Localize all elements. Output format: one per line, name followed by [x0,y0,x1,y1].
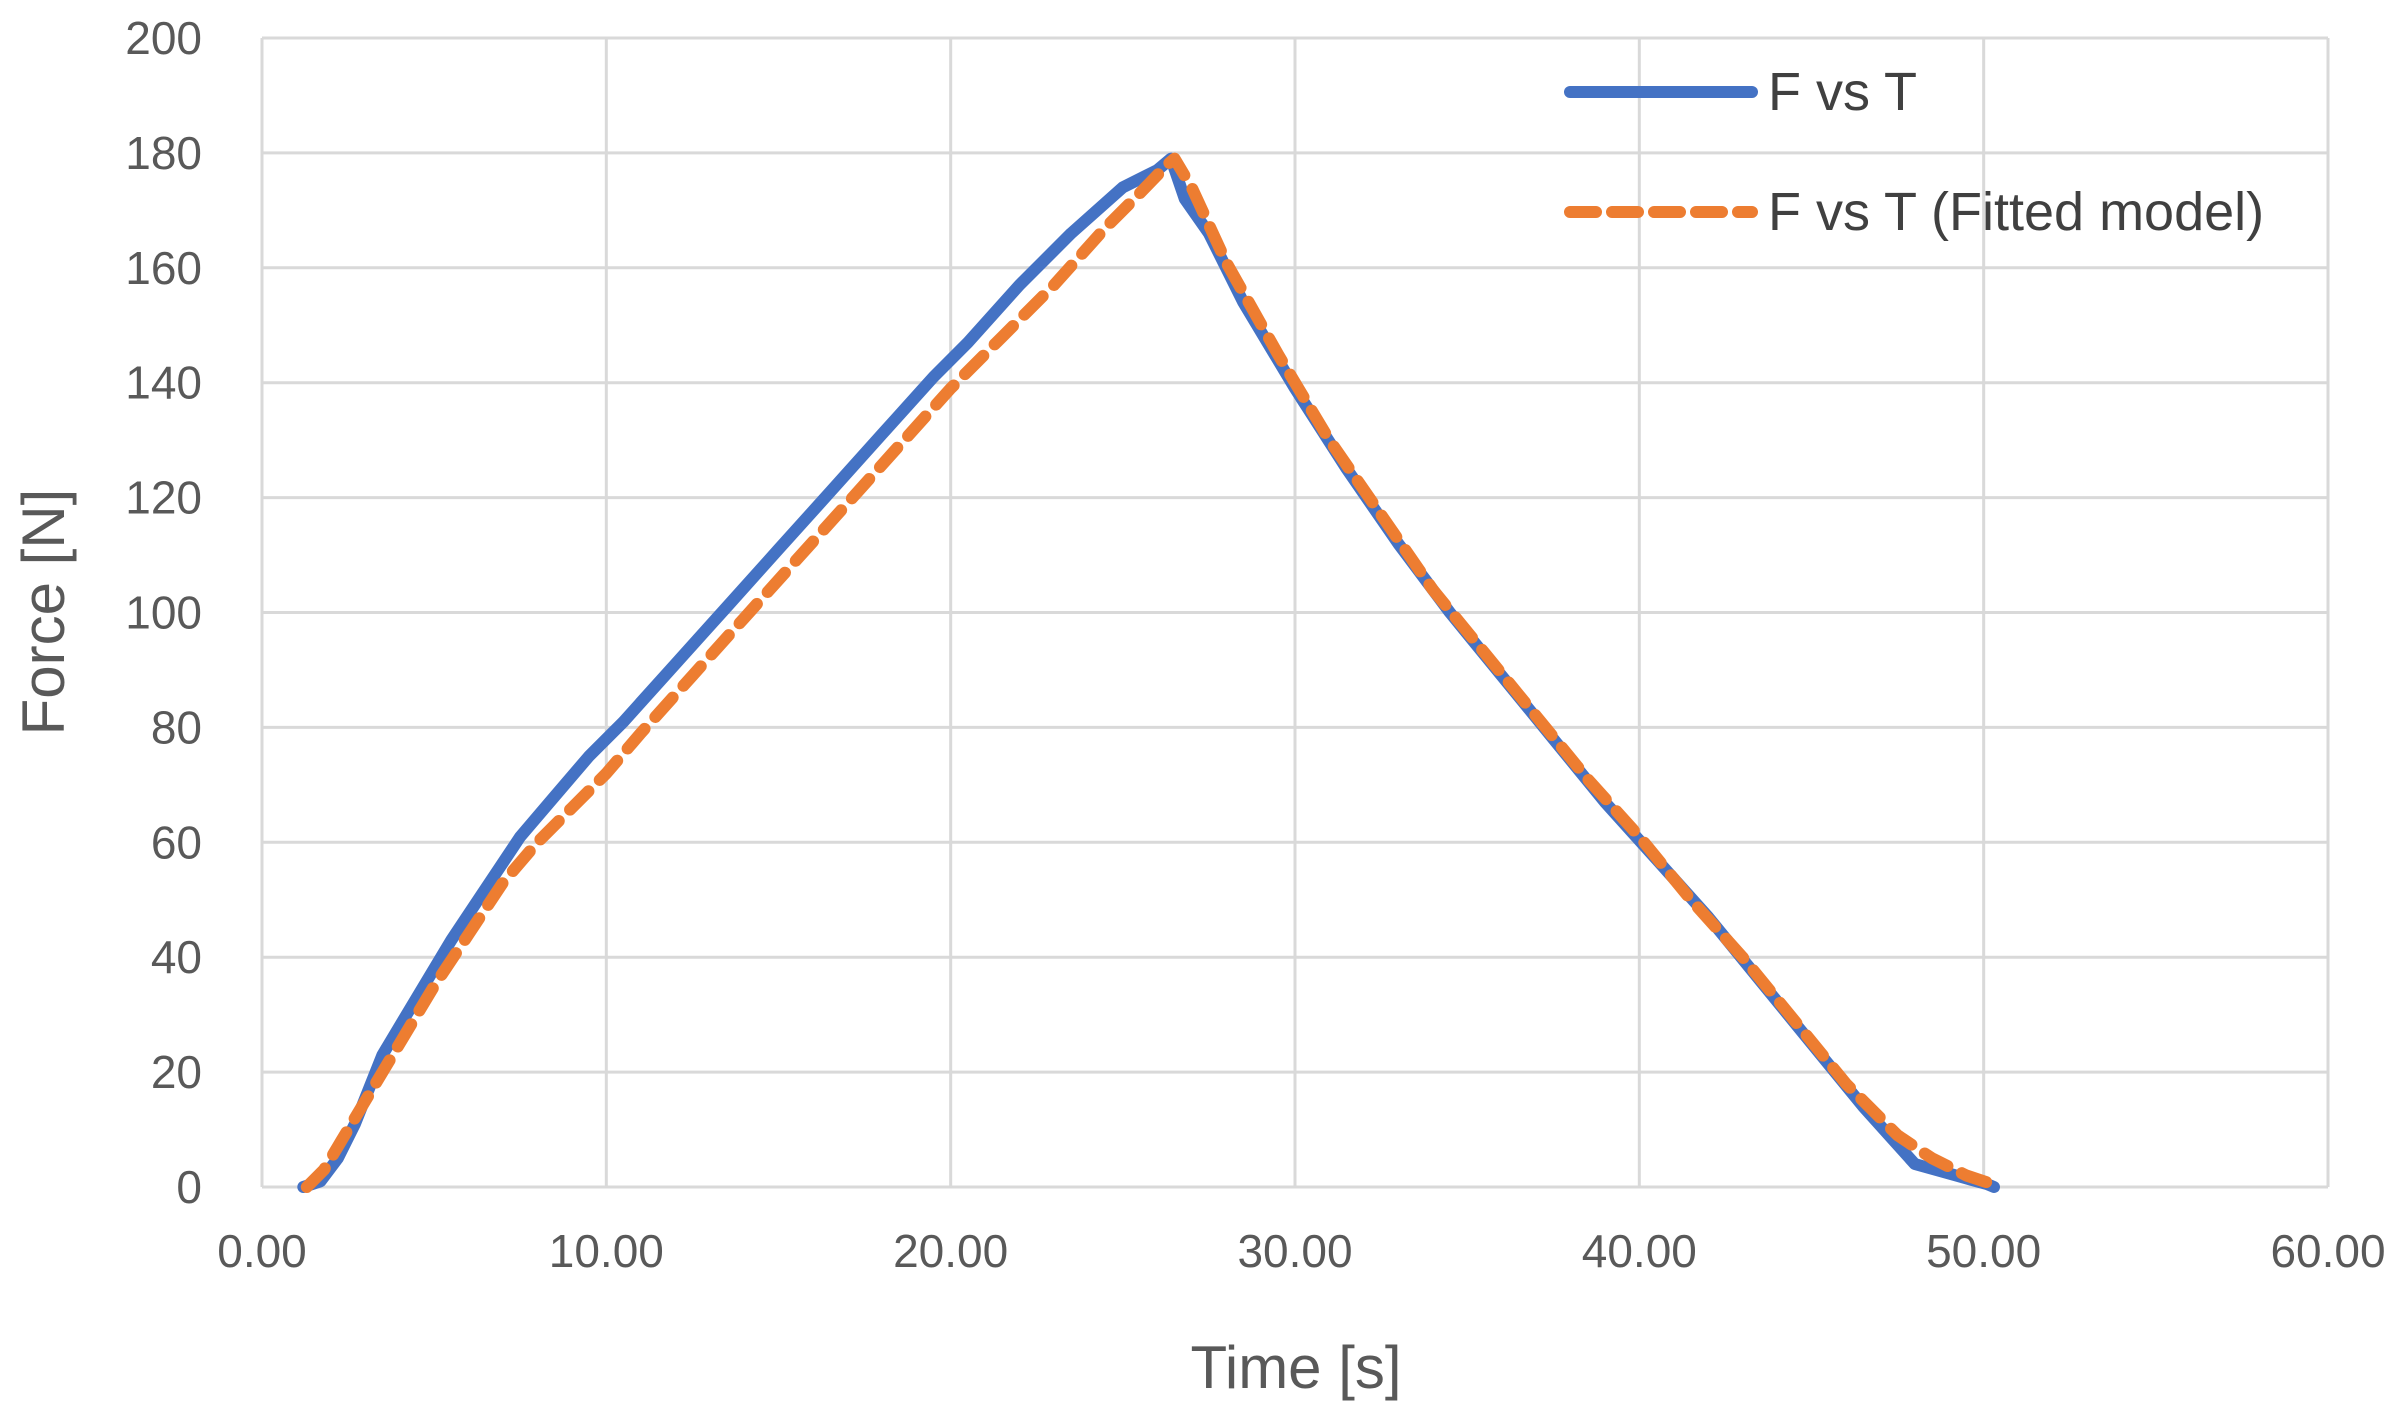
x-tick-label: 30.00 [1237,1225,1352,1277]
y-tick-label: 20 [151,1046,202,1098]
x-tick-label: 40.00 [1582,1225,1697,1277]
y-tick-label: 120 [125,472,202,524]
series-line-f-vs-t-fitted [300,152,2000,1193]
x-tick-label: 50.00 [1926,1225,2041,1277]
grid-lines [260,36,2330,1189]
x-tick-label: 10.00 [549,1225,664,1277]
series-lines [297,152,2000,1193]
y-axis-ticks: 0 20 40 60 80 100 120 140 160 180 200 [125,12,202,1213]
x-tick-label: 0.00 [217,1225,307,1277]
y-tick-label: 60 [151,816,202,868]
y-tick-label: 40 [151,931,202,983]
y-tick-label: 140 [125,357,202,409]
legend: F vs T F vs T (Fitted model) [1564,62,2264,242]
y-tick-label: 0 [176,1161,202,1213]
y-tick-label: 160 [125,242,202,294]
legend-label-f-vs-t: F vs T [1768,62,1917,122]
x-axis-ticks: 0.00 10.00 20.00 30.00 40.00 50.00 60.00 [217,1225,2385,1277]
y-tick-label: 200 [125,12,202,64]
y-tick-label: 100 [125,587,202,639]
y-axis-title: Force [N] [10,489,77,736]
x-tick-label: 60.00 [2270,1225,2385,1277]
series-line-f-vs-t [297,152,2000,1193]
y-tick-label: 180 [125,127,202,179]
x-axis-title: Time [s] [1190,1334,1401,1401]
x-tick-label: 20.00 [893,1225,1008,1277]
legend-label-f-vs-t-fitted: F vs T (Fitted model) [1768,182,2264,242]
y-tick-label: 80 [151,701,202,753]
